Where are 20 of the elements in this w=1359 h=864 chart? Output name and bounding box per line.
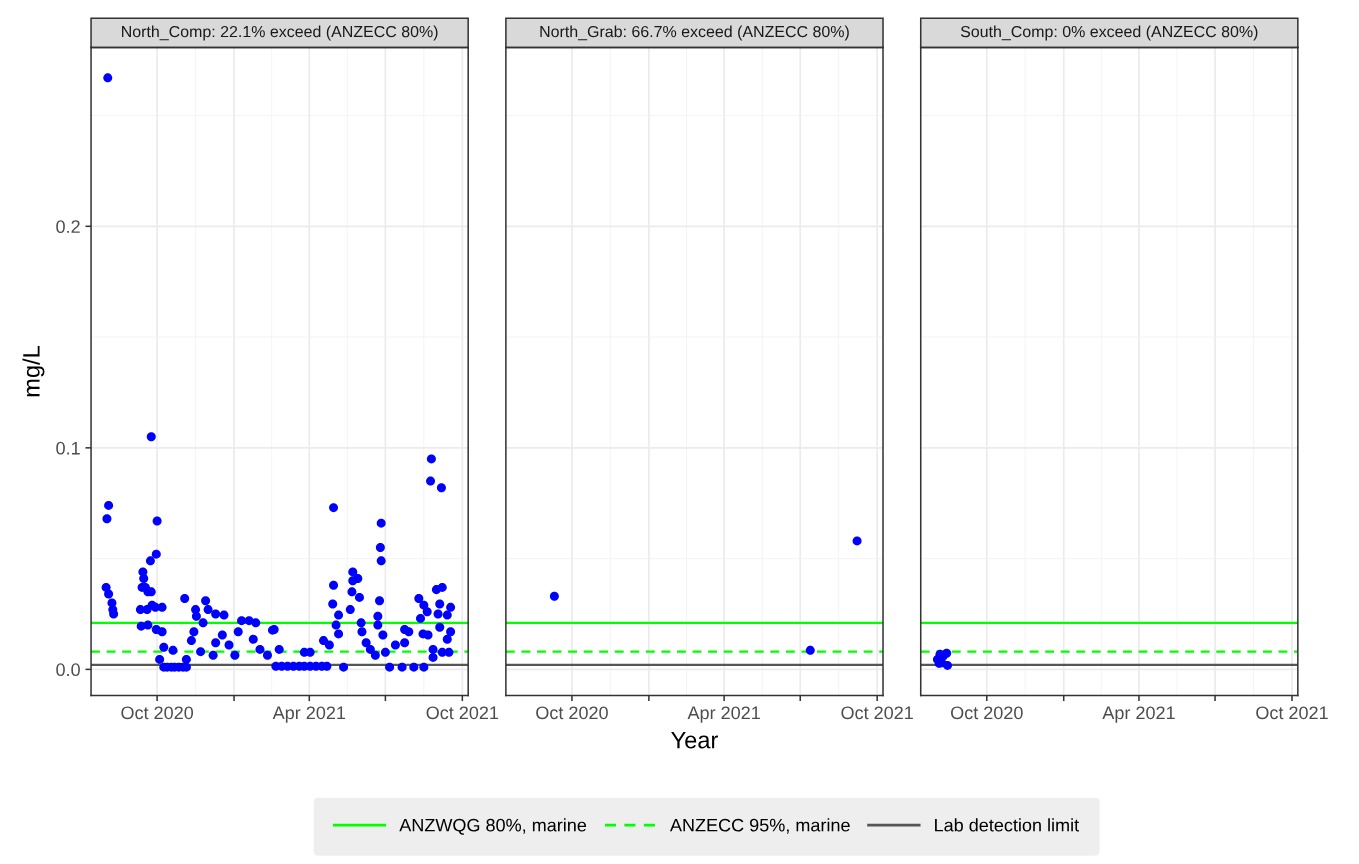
- chart-title: South_Comp: 0% exceed (ANZECC 80%): [960, 25, 1258, 41]
- x-tick-label: Oct 2020: [121, 706, 194, 720]
- y-tick-label: 0.1: [56, 441, 80, 455]
- legend-label: Lab detection limit: [935, 818, 1079, 832]
- legend-label: ANZWQG 80%, marine: [399, 818, 587, 835]
- y-tick-label: 0.0: [56, 663, 80, 677]
- x-axis-title: Year: [671, 731, 718, 749]
- x-tick-label: Apr 2021: [687, 706, 760, 723]
- x-tick-label: Apr 2021: [1102, 706, 1175, 723]
- y-tick-label: 0.2: [56, 220, 80, 234]
- x-tick-label: Oct 2021: [426, 706, 499, 720]
- x-tick-label: Oct 2020: [951, 706, 1023, 720]
- y-axis-title: mg/L: [22, 346, 45, 397]
- x-tick-label: Oct 2021: [841, 706, 913, 720]
- x-tick-label: Oct 2021: [1256, 706, 1328, 720]
- x-tick-label: Oct 2020: [536, 706, 608, 720]
- chart-title: North_Comp: 22.1% exceed (ANZECC 80%): [122, 25, 438, 41]
- legend-label: ANZECC 95%, marine: [669, 818, 850, 834]
- chart-title: North_Grab: 66.7% exceed (ANZECC 80%): [540, 25, 849, 41]
- x-tick-label: Apr 2021: [272, 706, 346, 723]
